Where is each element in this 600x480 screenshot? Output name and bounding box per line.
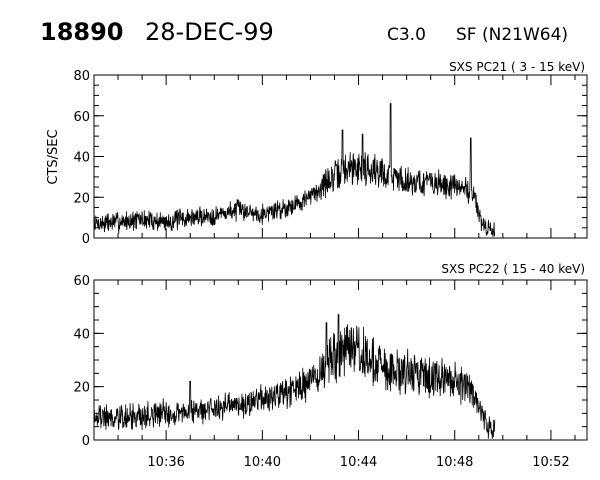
panel-title-pc21: SXS PC21 ( 3 - 15 keV) (449, 60, 585, 74)
y-tick-label: 80 (73, 69, 90, 84)
x-tick-label: 10:52 (532, 455, 569, 470)
event-id: 18890 (40, 18, 124, 46)
panel-pc22: SXS PC22 ( 15 - 40 keV) 0 20 40 60 10:36 10:… (73, 262, 588, 470)
y-tick-label: 0 (82, 232, 90, 247)
y-tick-label: 60 (73, 110, 90, 125)
x-tick-label: 10:48 (436, 455, 473, 470)
flare-location: SF (N21W64) (456, 25, 568, 45)
y-tick-label: 60 (73, 274, 90, 289)
plot-frame-pc21 (93, 74, 588, 239)
x-tick-label: 10:44 (340, 455, 377, 470)
x-tick-label: 10:36 (147, 455, 184, 470)
y-tick-label: 40 (73, 327, 90, 342)
series-line-pc22 (93, 314, 496, 439)
y-tick-label: 0 (82, 434, 90, 449)
y-tick-label: 20 (73, 191, 90, 206)
y-tick-label: 20 (73, 381, 90, 396)
event-date: 28-DEC-99 (145, 18, 274, 46)
x-tick-label: 10:40 (244, 455, 281, 470)
flare-class: C3.0 (387, 25, 426, 45)
panel-title-pc22: SXS PC22 ( 15 - 40 keV) (441, 262, 585, 276)
y-tick-label: 40 (73, 151, 90, 166)
y-axis-label: CTS/SEC (46, 129, 61, 184)
panel-pc21: SXS PC21 ( 3 - 15 keV) CTS/SEC 0 20 40 60 80 (46, 60, 588, 247)
series-line-pc21 (93, 103, 496, 238)
